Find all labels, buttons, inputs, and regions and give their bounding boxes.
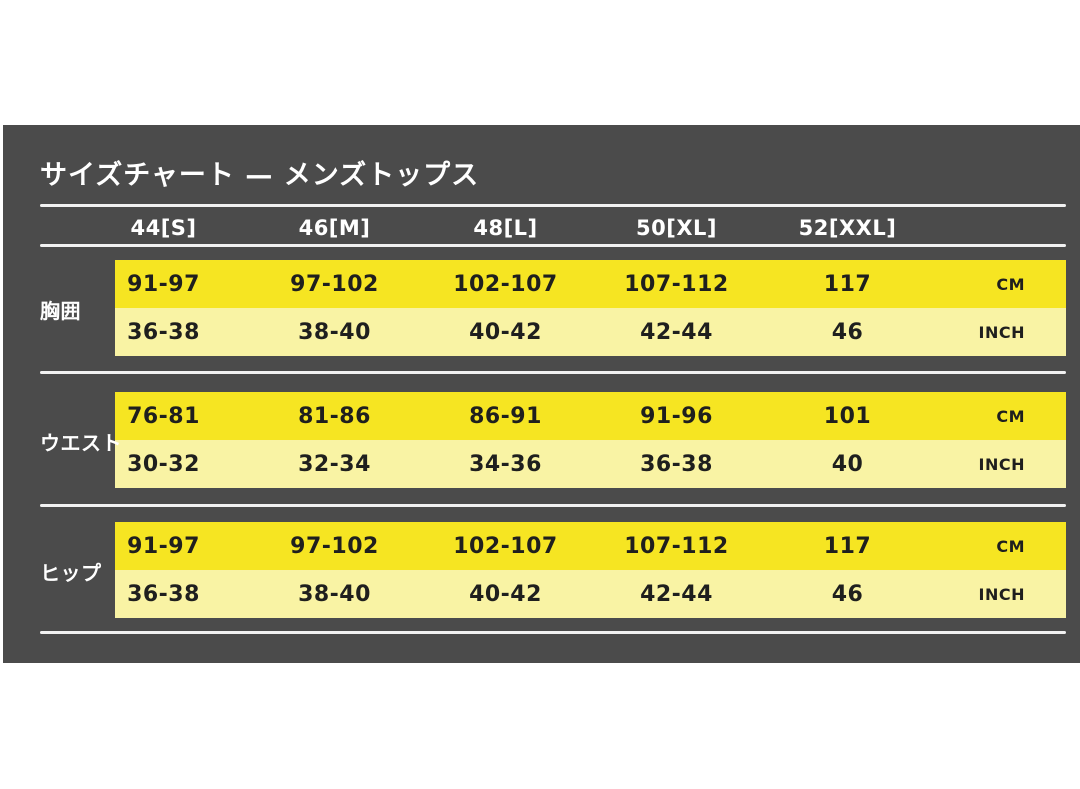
- hip-cm-row-background: [115, 522, 1066, 570]
- table-cell: 30-32: [127, 451, 200, 477]
- table-cell: 117: [823, 533, 872, 559]
- table-cell: 40-42: [469, 581, 542, 607]
- hip-band: [115, 522, 1066, 618]
- table-cell: 38-40: [298, 581, 371, 607]
- table-cell: 32-34: [298, 451, 371, 477]
- waist-cm-row: 76-81 81-86 86-91 91-96 101 CM: [78, 392, 1063, 440]
- table-cell: 76-81: [127, 403, 200, 429]
- chest-inch-row-background: [115, 308, 1066, 356]
- unit-label-inch: INCH: [978, 322, 1025, 342]
- divider-after-waist: [40, 504, 1066, 507]
- divider-under-title: [40, 204, 1066, 207]
- section-label-waist: ウエスト: [40, 431, 122, 455]
- unit-label-cm: CM: [996, 274, 1025, 294]
- section-label-hip: ヒップ: [40, 561, 102, 585]
- table-cell: 40: [831, 451, 864, 477]
- unit-label-cm: CM: [996, 536, 1025, 556]
- hip-inch-row: 36-38 38-40 40-42 42-44 46 INCH: [78, 570, 1063, 618]
- table-cell: 38-40: [298, 319, 371, 345]
- table-cell: 91-97: [127, 533, 200, 559]
- chest-cm-row-background: [115, 260, 1066, 308]
- size-header-xl: 50[XL]: [636, 216, 717, 240]
- size-header-row: 44[S] 46[M] 48[L] 50[XL] 52[XXL]: [78, 213, 1063, 243]
- table-cell: 102-107: [453, 533, 558, 559]
- chart-title: サイズチャート — メンズトップス: [40, 160, 480, 191]
- table-cell: 46: [831, 319, 864, 345]
- table-cell: 42-44: [640, 319, 713, 345]
- chest-inch-row: 36-38 38-40 40-42 42-44 46 INCH: [78, 308, 1063, 356]
- size-header-m: 46[M]: [298, 216, 371, 240]
- waist-band: [115, 392, 1066, 488]
- size-header-xxl: 52[XXL]: [798, 216, 897, 240]
- table-cell: 81-86: [298, 403, 371, 429]
- table-cell: 86-91: [469, 403, 542, 429]
- table-cell: 36-38: [640, 451, 713, 477]
- table-cell: 91-96: [640, 403, 713, 429]
- table-cell: 36-38: [127, 581, 200, 607]
- table-cell: 40-42: [469, 319, 542, 345]
- table-cell: 117: [823, 271, 872, 297]
- table-cell: 97-102: [290, 271, 379, 297]
- table-cell: 107-112: [624, 533, 729, 559]
- unit-label-inch: INCH: [978, 454, 1025, 474]
- unit-label-cm: CM: [996, 406, 1025, 426]
- table-cell: 91-97: [127, 271, 200, 297]
- table-cell: 36-38: [127, 319, 200, 345]
- divider-under-header: [40, 244, 1066, 247]
- table-cell: 97-102: [290, 533, 379, 559]
- divider-after-chest: [40, 371, 1066, 374]
- chest-band: [115, 260, 1066, 356]
- waist-inch-row-background: [115, 440, 1066, 488]
- table-cell: 107-112: [624, 271, 729, 297]
- divider-after-hip: [40, 631, 1066, 634]
- unit-label-inch: INCH: [978, 584, 1025, 604]
- table-cell: 101: [823, 403, 872, 429]
- table-cell: 34-36: [469, 451, 542, 477]
- table-cell: 46: [831, 581, 864, 607]
- hip-inch-row-background: [115, 570, 1066, 618]
- waist-inch-row: 30-32 32-34 34-36 36-38 40 INCH: [78, 440, 1063, 488]
- table-cell: 102-107: [453, 271, 558, 297]
- size-header-s: 44[S]: [130, 216, 197, 240]
- waist-cm-row-background: [115, 392, 1066, 440]
- hip-cm-row: 91-97 97-102 102-107 107-112 117 CM: [78, 522, 1063, 570]
- table-cell: 42-44: [640, 581, 713, 607]
- chest-cm-row: 91-97 97-102 102-107 107-112 117 CM: [78, 260, 1063, 308]
- size-header-l: 48[L]: [473, 216, 538, 240]
- size-chart-panel: サイズチャート — メンズトップス 44[S] 46[M] 48[L] 50[X…: [3, 125, 1080, 663]
- section-label-chest: 胸囲: [40, 299, 81, 323]
